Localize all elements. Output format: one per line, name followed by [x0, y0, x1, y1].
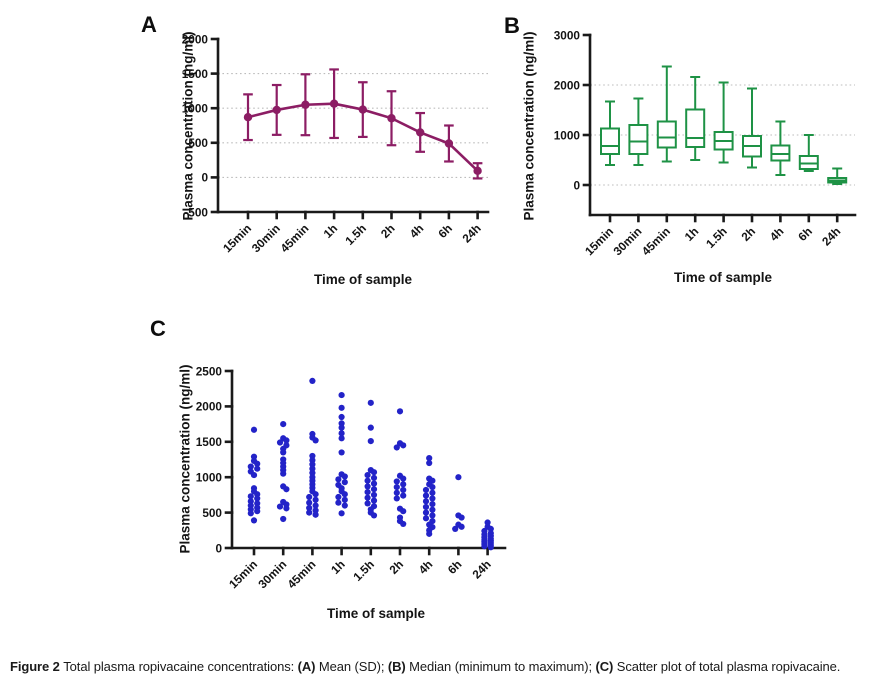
axes [210, 37, 490, 220]
svg-text:1h: 1h [328, 557, 348, 577]
svg-text:2000: 2000 [182, 32, 209, 46]
svg-text:500: 500 [188, 136, 208, 150]
svg-text:-500: -500 [184, 205, 208, 219]
svg-text:2000: 2000 [554, 78, 581, 92]
panel-c-letter: C [150, 316, 166, 341]
svg-text:1.5h: 1.5h [703, 224, 730, 251]
panel-b-y-axis-title: Plasma concentration (ng/ml) [521, 31, 537, 221]
panel-b-box-plot: 0 1000 2000 3000 15min 30min 45min 1h 1.5h 2h 4h 6h… [500, 8, 892, 300]
svg-text:0: 0 [201, 171, 208, 185]
svg-text:1000: 1000 [182, 102, 209, 116]
svg-text:4h: 4h [416, 557, 436, 577]
caption-segment: (A) [297, 659, 316, 674]
panel-c-scatter-plot: 0 500 1000 1500 2000 2500 15min 30min 45min 1h 1.5… [140, 310, 550, 632]
figure-caption: Figure 2 Total plasma ropivacaine concen… [10, 659, 884, 674]
svg-text:30min: 30min [611, 224, 645, 258]
svg-text:30min: 30min [249, 221, 283, 255]
svg-text:2h: 2h [386, 557, 406, 577]
caption-segment: Scatter plot of total plasma ropivacaine… [613, 659, 841, 674]
svg-text:24h: 24h [469, 557, 493, 581]
svg-text:15min: 15min [582, 224, 616, 258]
svg-text:1.5h: 1.5h [342, 221, 369, 248]
panel-b-letter: B [504, 13, 520, 38]
svg-text:24h: 24h [459, 221, 483, 245]
svg-text:4h: 4h [407, 221, 427, 241]
svg-text:1500: 1500 [196, 435, 223, 449]
axes [582, 33, 857, 223]
svg-text:45min: 45min [285, 557, 319, 591]
caption-segment: Mean (SD); [315, 659, 388, 674]
scatter-series [247, 377, 494, 551]
svg-text:2h: 2h [738, 224, 758, 244]
panel-c-x-axis-title: Time of sample [326, 606, 426, 621]
panel-a-y-axis-title: Plasma concentration (ng/ml) [180, 31, 196, 221]
svg-text:1500: 1500 [182, 67, 209, 81]
svg-text:24h: 24h [819, 224, 843, 248]
panel-a-letter: A [141, 12, 157, 37]
svg-text:1000: 1000 [196, 471, 223, 485]
svg-text:1h: 1h [682, 224, 702, 244]
caption-segment: Figure 2 [10, 659, 64, 674]
panel-c-y-axis-title: Plasma concentration (ng/ml) [177, 364, 193, 554]
box-series [600, 65, 848, 185]
panel-b-x-axis-title: Time of sample [673, 270, 773, 285]
caption-segment: Median (minimum to maximum); [405, 659, 596, 674]
svg-text:1.5h: 1.5h [350, 557, 377, 584]
svg-text:3000: 3000 [554, 28, 581, 42]
svg-text:500: 500 [202, 506, 222, 520]
svg-text:45min: 45min [639, 224, 673, 258]
svg-text:6h: 6h [435, 221, 455, 241]
svg-text:2000: 2000 [196, 400, 223, 414]
caption-segment: (B) [387, 659, 406, 674]
caption-segment: Total plasma ropivacaine concentrations: [63, 659, 298, 674]
svg-text:15min: 15min [220, 221, 254, 255]
gridlines [218, 73, 488, 178]
svg-text:15min: 15min [226, 557, 260, 591]
svg-text:6h: 6h [445, 557, 465, 577]
mean-sd-series [243, 68, 483, 180]
svg-text:45min: 45min [278, 221, 312, 255]
axes [224, 369, 507, 556]
svg-text:4h: 4h [767, 224, 787, 244]
svg-text:1000: 1000 [554, 128, 581, 142]
svg-text:0: 0 [573, 178, 580, 192]
svg-text:0: 0 [215, 541, 222, 555]
svg-text:2500: 2500 [196, 364, 223, 378]
svg-text:1h: 1h [321, 221, 341, 241]
panel-a-x-axis-title: Time of sample [313, 272, 413, 287]
caption-segment: (C) [595, 659, 614, 674]
svg-text:30min: 30min [255, 557, 289, 591]
svg-text:6h: 6h [795, 224, 815, 244]
svg-text:2h: 2h [378, 221, 398, 241]
panel-a-mean-sd: -500 0 500 1000 1500 2000 15min 30min 45min 1h 1.5… [120, 8, 500, 300]
